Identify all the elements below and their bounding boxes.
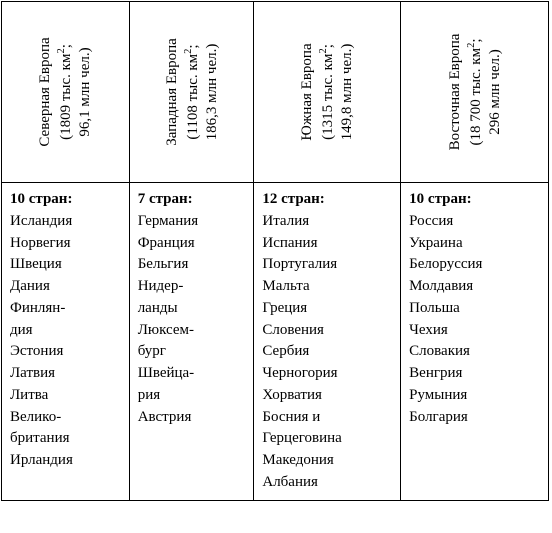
header-west-text: Западная Европа (1108 тыс. км2; 186,3 мл… — [162, 38, 220, 146]
header-south-l2: (1315 тыс. км2; — [320, 44, 336, 140]
header-west-l1: Западная Европа — [163, 38, 179, 146]
lead-north: 10 стран: — [10, 191, 72, 207]
header-row: Северная Европа (1809 тыс. км2; 96,1 млн… — [2, 2, 549, 183]
cell-south: 12 стран: ИталияИспанияПортугалияМальтаГ… — [254, 183, 401, 501]
header-east-l2: (18 700 тыс. км2; — [467, 39, 483, 146]
header-south-l3: 149,8 млн чел.) — [339, 44, 355, 141]
header-north-text: Северная Европа (1809 тыс. км2; 96,1 млн… — [36, 37, 94, 146]
countries-north: ИсландияНорвегияШвецияДанияФинлян-дияЭст… — [10, 213, 73, 468]
cell-west: 7 стран: ГерманияФранцияБельгияНидер-лан… — [129, 183, 254, 501]
lead-east: 10 стран: — [409, 191, 471, 207]
countries-west: ГерманияФранцияБельгияНидер-ландыЛюксем-… — [138, 213, 198, 425]
header-north-l2: (1809 тыс. км2; — [58, 44, 74, 140]
header-south-l1: Южная Европа — [299, 43, 315, 140]
countries-south: ИталияИспанияПортугалияМальтаГрецияСлове… — [262, 213, 341, 490]
header-east-text: Восточная Европа (18 700 тыс. км2; 296 м… — [445, 34, 503, 151]
countries-east: РоссияУкраинаБелоруссияМолдавияПольшаЧех… — [409, 213, 482, 425]
cell-north: 10 стран: ИсландияНорвегияШвецияДанияФин… — [2, 183, 130, 501]
lead-south: 12 стран: — [262, 191, 324, 207]
header-east-l3: 296 млн чел.) — [486, 49, 502, 134]
header-west-l3: 186,3 млн чел.) — [203, 44, 219, 141]
header-south: Южная Европа (1315 тыс. км2; 149,8 млн ч… — [254, 2, 401, 183]
header-north: Северная Европа (1809 тыс. км2; 96,1 млн… — [2, 2, 130, 183]
lead-west: 7 стран: — [138, 191, 193, 207]
header-west-l2: (1108 тыс. км2; — [184, 44, 200, 139]
europe-regions-table: Северная Европа (1809 тыс. км2; 96,1 млн… — [1, 1, 549, 501]
cell-east: 10 стран: РоссияУкраинаБелоруссияМолдави… — [401, 183, 549, 501]
header-north-l1: Северная Европа — [37, 37, 53, 146]
header-west: Западная Европа (1108 тыс. км2; 186,3 мл… — [129, 2, 254, 183]
header-east: Восточная Европа (18 700 тыс. км2; 296 м… — [401, 2, 549, 183]
header-east-l1: Восточная Европа — [446, 34, 462, 151]
header-south-text: Южная Европа (1315 тыс. км2; 149,8 млн ч… — [298, 43, 356, 140]
body-row: 10 стран: ИсландияНорвегияШвецияДанияФин… — [2, 183, 549, 501]
header-north-l3: 96,1 млн чел.) — [77, 47, 93, 136]
